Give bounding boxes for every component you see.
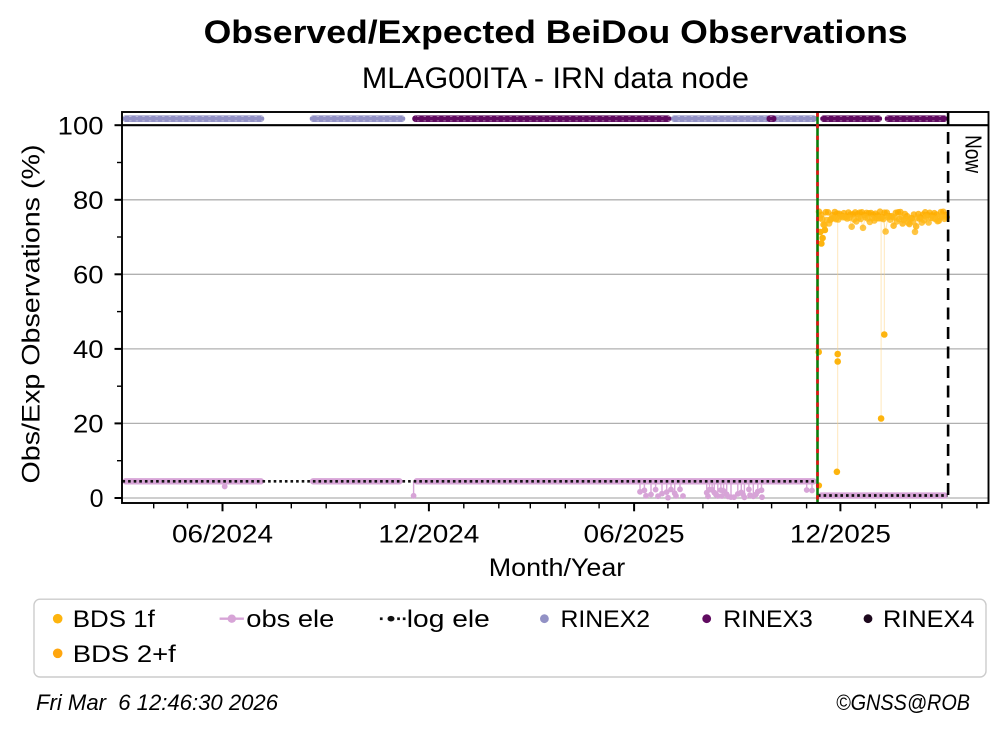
svg-text:BDS 1f: BDS 1f bbox=[73, 606, 155, 633]
svg-text:06/2024: 06/2024 bbox=[172, 521, 273, 549]
svg-text:0: 0 bbox=[90, 485, 104, 513]
svg-text:RINEX4: RINEX4 bbox=[883, 606, 975, 633]
svg-text:Now: Now bbox=[960, 135, 986, 173]
svg-text:log ele: log ele bbox=[407, 606, 490, 633]
svg-text:RINEX2: RINEX2 bbox=[561, 606, 651, 633]
svg-text:60: 60 bbox=[73, 262, 104, 290]
svg-text:Month/Year: Month/Year bbox=[489, 555, 626, 582]
svg-text:Obs/Exp Observations (%): Obs/Exp Observations (%) bbox=[19, 145, 46, 484]
svg-text:12/2024: 12/2024 bbox=[378, 521, 479, 549]
svg-text:12/2025: 12/2025 bbox=[790, 521, 891, 549]
svg-text:©GNSS@ROB: ©GNSS@ROB bbox=[836, 690, 970, 715]
svg-text:40: 40 bbox=[73, 336, 104, 364]
svg-text:BDS 2+f: BDS 2+f bbox=[73, 641, 176, 668]
svg-text:Fri Mar 6 12:46:30 2026: Fri Mar 6 12:46:30 2026 bbox=[36, 690, 279, 715]
svg-text:MLAG00ITA - IRN data node: MLAG00ITA - IRN data node bbox=[362, 62, 749, 95]
svg-text:80: 80 bbox=[73, 187, 104, 215]
svg-text:RINEX3: RINEX3 bbox=[723, 606, 813, 633]
svg-text:20: 20 bbox=[73, 411, 104, 439]
svg-text:06/2025: 06/2025 bbox=[584, 521, 685, 549]
svg-text:Observed/Expected BeiDou Obser: Observed/Expected BeiDou Observations bbox=[204, 14, 908, 50]
svg-text:100: 100 bbox=[58, 112, 104, 140]
svg-text:obs ele: obs ele bbox=[246, 606, 334, 633]
